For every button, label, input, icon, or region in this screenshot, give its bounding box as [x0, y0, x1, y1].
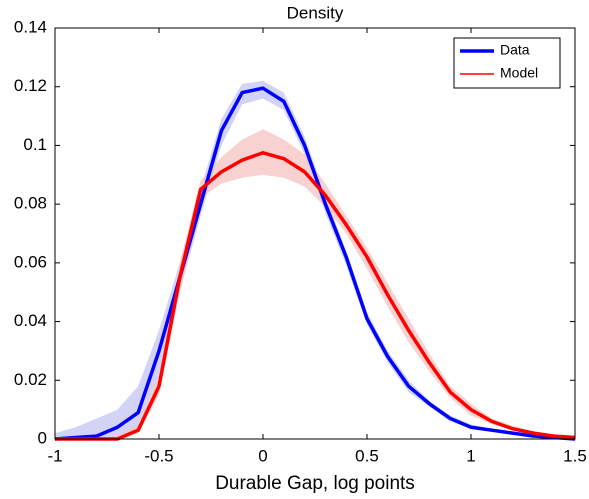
x-tick-label: 0 [258, 446, 267, 465]
series-line [55, 151, 576, 441]
x-tick-label: -0.5 [144, 446, 173, 465]
legend-label: Data [500, 42, 530, 58]
y-tick-label: 0.1 [23, 135, 47, 154]
x-tick-label: 1.5 [563, 446, 587, 465]
band [55, 129, 575, 439]
series-line [54, 86, 576, 441]
y-tick-label: 0.14 [14, 17, 47, 36]
y-tick-label: 0.12 [14, 76, 47, 95]
chart-title: Density [287, 3, 344, 22]
x-tick-label: 1 [466, 446, 475, 465]
y-tick-label: 0.02 [14, 370, 47, 389]
x-tick-label: -1 [47, 446, 62, 465]
y-tick-label: 0.04 [14, 311, 47, 330]
legend-label: Model [500, 65, 538, 81]
x-tick-label: 0.5 [355, 446, 379, 465]
y-tick-label: 0 [38, 428, 47, 447]
plot-frame [54, 27, 576, 440]
band [55, 80, 575, 439]
y-tick-label: 0.08 [14, 194, 47, 213]
legend-box [453, 37, 561, 89]
y-tick-label: 0.06 [14, 252, 47, 271]
x-axis-label: Durable Gap, log points [215, 473, 415, 494]
